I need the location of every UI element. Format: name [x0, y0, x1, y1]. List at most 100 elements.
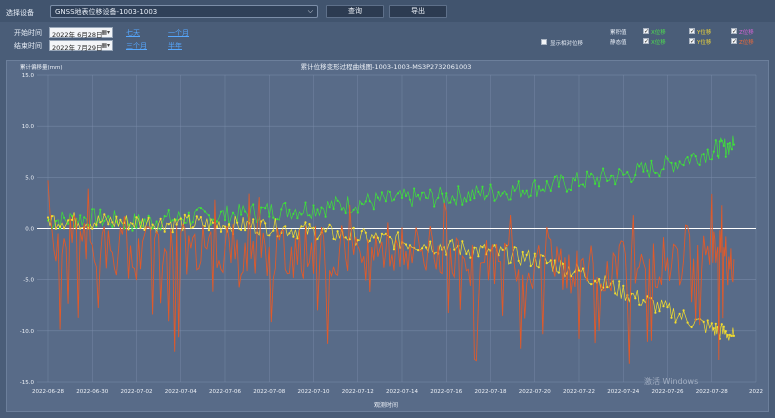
chart-panel [6, 60, 769, 412]
series-point [67, 222, 70, 225]
series-point [155, 220, 158, 223]
series-point [376, 196, 379, 199]
series-point [429, 240, 432, 243]
series-point [183, 213, 186, 216]
series-point [493, 244, 496, 247]
series-point [244, 229, 247, 232]
series-point [300, 225, 303, 228]
series-point [252, 203, 255, 206]
series-point [304, 201, 307, 204]
series-point [642, 299, 645, 302]
calendar-icon[interactable]: ▦▾ [101, 29, 110, 36]
series-point [87, 227, 90, 230]
series-point [352, 226, 355, 229]
series-point [131, 222, 134, 225]
series-point [240, 213, 243, 216]
series-point [211, 218, 214, 221]
series-point [308, 214, 311, 217]
quick-link-seven-days[interactable]: 七天 [126, 29, 140, 37]
series-line-3 [47, 180, 735, 364]
quick-link-three-months[interactable]: 三个月 [126, 42, 147, 50]
series-point [111, 225, 114, 228]
series-point [139, 226, 142, 230]
series-point [654, 171, 657, 175]
series-point [215, 226, 219, 229]
series-checkbox-z-cumulative[interactable]: ✓ [731, 28, 738, 35]
series-point [408, 244, 412, 247]
series-point [493, 199, 496, 202]
series-point [199, 216, 202, 219]
series-point [352, 208, 355, 211]
series-point [147, 216, 150, 219]
series-point [577, 269, 581, 272]
query-button[interactable]: 查询 [326, 5, 384, 18]
series-checkbox-y-static[interactable]: ✓ [689, 38, 696, 45]
series-point [123, 227, 126, 230]
series-point [195, 208, 198, 211]
chart-y-axis-label: 累计偏移量(mm) [20, 63, 63, 71]
series-point [360, 202, 363, 205]
relative-displacement-label: 显示相对位移 [550, 41, 584, 47]
series-point [364, 200, 367, 203]
series-point [139, 221, 142, 224]
series-point [732, 334, 736, 337]
series-point [236, 221, 239, 224]
series-point [211, 221, 214, 224]
end-date-input[interactable]: 2022年 7月29日 ▦▾ [49, 40, 113, 52]
series-point [646, 169, 649, 172]
series-point [404, 243, 408, 246]
series-point [481, 185, 484, 188]
series-checkbox-x-cumulative[interactable]: ✓ [643, 28, 650, 35]
series-point [83, 216, 86, 219]
series-point [368, 200, 371, 203]
x-tick-label: 2022-07-26 [652, 389, 684, 395]
series-point [79, 227, 82, 230]
series-point [227, 223, 231, 226]
device-select[interactable]: GNSS地表位移设备-1003-1003 ⌵ [50, 5, 318, 18]
series-point [678, 160, 681, 163]
series-point [292, 235, 295, 238]
series-point [533, 252, 536, 255]
export-button[interactable]: 导出 [389, 5, 447, 18]
series-point [143, 218, 146, 221]
calendar-icon[interactable]: ▦▾ [101, 42, 110, 49]
start-date-input[interactable]: 2022年 6月28日 ▦▾ [49, 27, 113, 39]
series-point [634, 297, 637, 300]
series-point [686, 321, 689, 324]
series-point [722, 144, 725, 147]
series-point [529, 264, 532, 268]
series-point [658, 310, 661, 313]
series-point [159, 228, 162, 231]
series-point [288, 208, 291, 211]
series-point [328, 223, 331, 226]
start-date-value: 2022年 6月28日 [52, 31, 103, 39]
quick-link-one-month[interactable]: 一个月 [168, 29, 189, 37]
relative-displacement-checkbox[interactable] [541, 39, 547, 45]
quick-link-half-year[interactable]: 半年 [168, 42, 182, 50]
series-point [606, 179, 609, 182]
x-tick-label: 2022-07-02 [121, 389, 153, 395]
series-label-z-cumulative: Z位移 [739, 30, 754, 36]
series-point [638, 303, 641, 306]
series-point [457, 185, 460, 188]
series-point [585, 170, 589, 173]
series-point [63, 227, 66, 230]
x-tick-label: 2022-07-16 [430, 389, 462, 395]
series-point [473, 197, 476, 200]
series-point [670, 161, 673, 164]
chart-title: 累计位移变形过程曲线图-1003-1003-MS3P2732061003 [301, 62, 472, 71]
series-point [119, 218, 122, 221]
x-tick-label: 2022-06-30 [76, 389, 108, 395]
series-label-y-static: Y位移 [697, 40, 712, 46]
series-point [324, 215, 327, 218]
series-checkbox-x-static[interactable]: ✓ [643, 38, 650, 45]
series-point [147, 214, 150, 217]
series-point [107, 223, 110, 226]
series-point [312, 204, 315, 207]
series-checkbox-y-cumulative[interactable]: ✓ [689, 28, 696, 35]
series-point [501, 192, 504, 195]
series-point [63, 216, 66, 219]
series-checkbox-z-static[interactable]: ✓ [731, 38, 738, 45]
series-point [509, 261, 512, 264]
x-tick-label: 2022-07-06 [209, 389, 241, 395]
